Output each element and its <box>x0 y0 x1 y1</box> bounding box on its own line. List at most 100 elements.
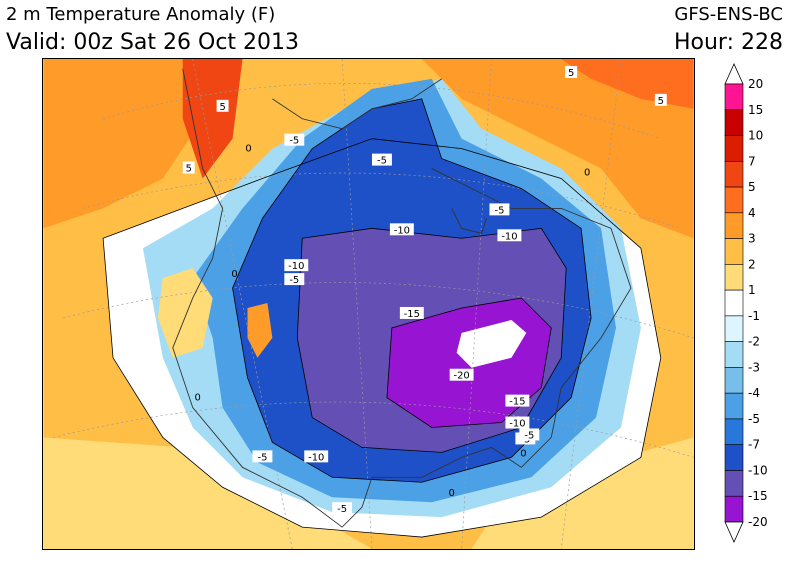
contour-label: 0 <box>520 448 526 459</box>
svg-text:0: 0 <box>195 393 201 404</box>
contour-label: 5 <box>565 65 578 79</box>
svg-text:-5: -5 <box>289 275 299 286</box>
svg-text:0: 0 <box>520 448 526 459</box>
warm-patch-great-basin <box>247 303 273 358</box>
legend-label: 7 <box>748 154 756 168</box>
anomaly-core-region <box>456 319 527 368</box>
legend-swatch <box>724 186 744 214</box>
legend-swatch <box>724 135 744 162</box>
contour-label: -10 <box>304 450 329 463</box>
legend-swatch <box>724 495 744 523</box>
legend-label: 4 <box>748 206 756 220</box>
svg-text:0: 0 <box>231 269 237 280</box>
legend-label: -3 <box>748 360 760 374</box>
legend-swatch <box>724 212 744 239</box>
graticule <box>53 59 694 549</box>
contour-label: -5 <box>489 203 510 216</box>
contour-label: -5 <box>332 502 353 515</box>
legend-label: 15 <box>748 103 763 117</box>
legend-label: 2 <box>748 257 756 271</box>
svg-text:5: 5 <box>186 164 192 175</box>
legend-label: 10 <box>748 129 763 143</box>
legend-swatch <box>724 315 744 342</box>
warm-region-northeast <box>421 59 694 239</box>
contour-label: -10 <box>389 223 414 236</box>
contour-label: 0 <box>195 393 201 404</box>
forecast-hour: Hour: 228 <box>673 30 783 55</box>
legend-swatch <box>724 289 744 317</box>
legend-label: 20 <box>748 77 763 91</box>
svg-text:-5: -5 <box>495 205 505 216</box>
legend-label: -5 <box>748 412 760 426</box>
legend-label: 1 <box>748 283 756 297</box>
legend-swatch <box>724 160 744 188</box>
svg-text:-5: -5 <box>289 136 299 147</box>
legend-max-arrow <box>724 63 744 85</box>
svg-text:-15: -15 <box>509 397 525 408</box>
svg-text:-10: -10 <box>288 261 304 272</box>
svg-text:-10: -10 <box>394 225 410 236</box>
contour-label: -5 <box>371 153 392 167</box>
svg-text:-5: -5 <box>337 504 347 515</box>
legend-swatch <box>724 444 744 471</box>
contour-label: -5 <box>284 273 305 286</box>
contour-label: -15 <box>505 394 530 408</box>
svg-text:-20: -20 <box>454 371 470 382</box>
legend-label: -2 <box>748 335 760 349</box>
contour-label: -10 <box>497 229 522 242</box>
legend-min-arrow <box>724 521 744 543</box>
model-name: GFS-ENS-BC <box>674 4 783 25</box>
svg-text:0: 0 <box>245 144 251 155</box>
contour-label: 5 <box>182 161 195 175</box>
svg-text:5: 5 <box>219 102 225 113</box>
warm-region-southeast <box>471 437 694 549</box>
contour-label: -10 <box>284 259 309 272</box>
legend-swatch <box>724 264 744 291</box>
coastlines <box>172 68 632 528</box>
legend-swatch <box>724 238 744 265</box>
contour-label: 5 <box>654 93 667 107</box>
legend-label: -7 <box>748 438 760 452</box>
anomaly-map: 5 5 5 5 -5 -5 -5 -5 -5 -5 -5 -5 -10 -10 … <box>42 58 695 550</box>
warm-patch-rockies <box>157 268 213 358</box>
contour-label: -5 <box>519 428 540 441</box>
legend-swatch <box>724 83 744 111</box>
contour-label: 0 <box>231 269 237 280</box>
legend-label: 3 <box>748 232 756 246</box>
legend-label: -20 <box>748 515 768 529</box>
warm-region-alaska <box>182 59 243 179</box>
legend-label: -10 <box>748 463 768 477</box>
svg-text:-5: -5 <box>257 452 267 463</box>
svg-text:0: 0 <box>584 168 590 179</box>
contour-label: -5 <box>284 133 305 147</box>
contour-label: 0 <box>245 144 251 155</box>
svg-text:-15: -15 <box>404 309 420 320</box>
legend-labels: 20 15 10 7 5 4 3 2 1 -1 -2 -3 -4 -5 -7 -10 -15 -20 <box>748 77 768 529</box>
svg-text:-5: -5 <box>377 156 387 167</box>
legend-label: -15 <box>748 489 768 503</box>
legend-swatch <box>724 418 744 446</box>
contour-label: 0 <box>584 168 590 179</box>
valid-time: Valid: 00z Sat 26 Oct 2013 <box>6 30 300 55</box>
legend-label: 5 <box>748 180 756 194</box>
warm-region-west <box>43 59 203 229</box>
contour-label: -15 <box>399 306 424 320</box>
legend-swatches <box>724 63 744 543</box>
contour-label-group: 5 5 5 5 -5 -5 -5 -5 -5 -5 -5 -5 -10 -10 … <box>182 65 667 515</box>
svg-text:-10: -10 <box>308 452 324 463</box>
map-title: 2 m Temperature Anomaly (F) <box>6 4 276 25</box>
contour-label: -10 <box>505 416 530 430</box>
color-legend: 20 15 10 7 5 4 3 2 1 -1 -2 -3 -4 -5 -7 -10 -15 -20 <box>724 63 768 543</box>
legend-swatch <box>724 392 744 420</box>
svg-text:-10: -10 <box>509 419 525 430</box>
contour-label: -5 <box>252 450 273 463</box>
legend-label: -1 <box>748 309 760 323</box>
contour-label: -20 <box>449 368 474 382</box>
svg-text:0: 0 <box>448 488 454 499</box>
svg-text:-10: -10 <box>501 231 517 242</box>
contour-label: 5 <box>216 99 229 113</box>
legend-swatch <box>724 367 744 394</box>
legend-swatch <box>724 470 744 497</box>
svg-text:-5: -5 <box>524 430 534 441</box>
contour-label: 0 <box>448 488 454 499</box>
